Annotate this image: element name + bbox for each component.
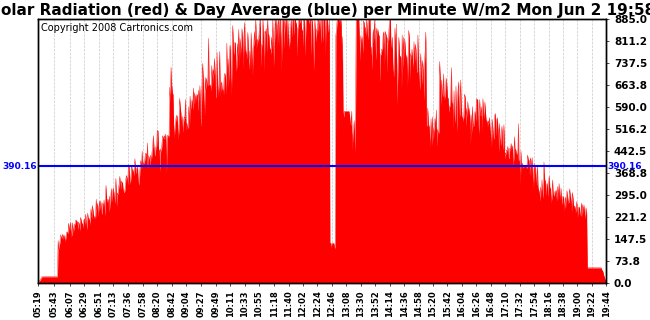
Text: 390.16: 390.16: [3, 162, 37, 171]
Title: Solar Radiation (red) & Day Average (blue) per Minute W/m2 Mon Jun 2 19:58: Solar Radiation (red) & Day Average (blu…: [0, 3, 650, 18]
Text: 390.16: 390.16: [608, 162, 642, 171]
Text: Copyright 2008 Cartronics.com: Copyright 2008 Cartronics.com: [41, 23, 193, 33]
